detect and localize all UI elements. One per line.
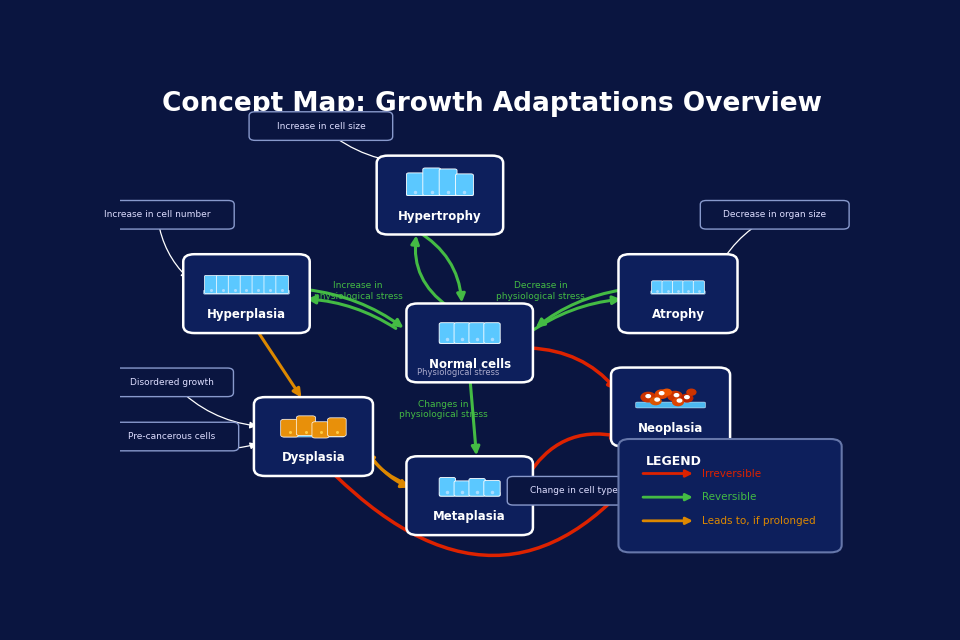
Circle shape — [655, 398, 660, 401]
FancyBboxPatch shape — [216, 275, 229, 294]
Text: Pre-cancerous cells: Pre-cancerous cells — [129, 432, 216, 441]
Circle shape — [650, 397, 661, 404]
Text: LEGEND: LEGEND — [646, 455, 702, 468]
FancyBboxPatch shape — [672, 281, 684, 294]
FancyBboxPatch shape — [204, 290, 289, 294]
Circle shape — [656, 390, 668, 398]
FancyBboxPatch shape — [280, 419, 299, 437]
FancyBboxPatch shape — [468, 479, 486, 496]
Text: Metaplasia: Metaplasia — [433, 510, 506, 524]
FancyBboxPatch shape — [439, 323, 456, 344]
FancyBboxPatch shape — [252, 275, 265, 294]
FancyBboxPatch shape — [253, 397, 372, 476]
Circle shape — [662, 389, 671, 395]
Text: Increase in
physiological stress: Increase in physiological stress — [314, 282, 402, 301]
FancyBboxPatch shape — [618, 439, 842, 552]
FancyBboxPatch shape — [422, 168, 441, 196]
FancyBboxPatch shape — [81, 200, 234, 229]
Circle shape — [668, 392, 683, 401]
FancyBboxPatch shape — [406, 456, 533, 535]
Circle shape — [646, 395, 651, 397]
Circle shape — [660, 392, 664, 395]
FancyBboxPatch shape — [454, 481, 470, 496]
FancyBboxPatch shape — [240, 275, 252, 294]
FancyBboxPatch shape — [454, 323, 470, 344]
FancyBboxPatch shape — [106, 422, 239, 451]
FancyBboxPatch shape — [468, 323, 486, 344]
FancyBboxPatch shape — [651, 291, 706, 294]
Text: Decrease in organ size: Decrease in organ size — [723, 211, 827, 220]
Text: Reversible: Reversible — [702, 492, 756, 502]
Text: Hypertrophy: Hypertrophy — [398, 210, 482, 223]
FancyBboxPatch shape — [484, 323, 500, 344]
FancyBboxPatch shape — [701, 200, 849, 229]
Text: Increase in cell size: Increase in cell size — [276, 122, 365, 131]
FancyBboxPatch shape — [456, 174, 473, 196]
FancyBboxPatch shape — [439, 477, 456, 496]
FancyBboxPatch shape — [297, 416, 316, 436]
FancyBboxPatch shape — [276, 275, 289, 294]
FancyBboxPatch shape — [327, 418, 347, 436]
Text: Physiological stress: Physiological stress — [418, 368, 500, 377]
Text: Irreversible: Irreversible — [702, 468, 761, 479]
Circle shape — [674, 394, 679, 397]
FancyBboxPatch shape — [611, 367, 731, 447]
Text: Atrophy: Atrophy — [652, 308, 705, 321]
FancyBboxPatch shape — [406, 303, 533, 382]
Text: Leads to, if prolonged: Leads to, if prolonged — [702, 516, 815, 526]
Text: Normal cells: Normal cells — [428, 358, 511, 371]
Circle shape — [687, 389, 696, 395]
FancyBboxPatch shape — [683, 281, 694, 294]
Text: Changes in
physiological stress: Changes in physiological stress — [399, 400, 488, 419]
FancyBboxPatch shape — [312, 422, 329, 438]
FancyBboxPatch shape — [376, 156, 503, 234]
Text: Neoplasia: Neoplasia — [637, 422, 704, 435]
Text: Increase in cell number: Increase in cell number — [104, 211, 210, 220]
FancyBboxPatch shape — [204, 275, 217, 294]
FancyBboxPatch shape — [283, 433, 344, 437]
FancyBboxPatch shape — [693, 281, 705, 294]
Text: Decrease in
physiological stress: Decrease in physiological stress — [496, 282, 585, 301]
FancyBboxPatch shape — [228, 275, 241, 294]
FancyBboxPatch shape — [652, 281, 662, 294]
Text: Hyperplasia: Hyperplasia — [207, 308, 286, 321]
FancyBboxPatch shape — [618, 254, 737, 333]
FancyBboxPatch shape — [264, 275, 276, 294]
Text: Change in cell type: Change in cell type — [530, 486, 618, 495]
FancyBboxPatch shape — [484, 481, 500, 496]
Circle shape — [682, 394, 693, 402]
Text: Concept Map: Growth Adaptations Overview: Concept Map: Growth Adaptations Overview — [162, 91, 822, 117]
FancyBboxPatch shape — [636, 402, 706, 408]
FancyBboxPatch shape — [439, 169, 457, 196]
Text: Disordered growth: Disordered growth — [131, 378, 214, 387]
Circle shape — [641, 392, 656, 402]
FancyBboxPatch shape — [406, 173, 424, 196]
Text: Dysplasia: Dysplasia — [281, 451, 346, 464]
FancyBboxPatch shape — [439, 339, 500, 344]
FancyBboxPatch shape — [183, 254, 310, 333]
FancyBboxPatch shape — [249, 112, 393, 140]
FancyBboxPatch shape — [110, 368, 233, 397]
Circle shape — [677, 399, 682, 402]
FancyBboxPatch shape — [406, 191, 473, 196]
Circle shape — [684, 396, 689, 399]
FancyBboxPatch shape — [662, 281, 673, 294]
Circle shape — [673, 399, 684, 406]
FancyBboxPatch shape — [439, 492, 500, 496]
FancyBboxPatch shape — [507, 476, 640, 505]
